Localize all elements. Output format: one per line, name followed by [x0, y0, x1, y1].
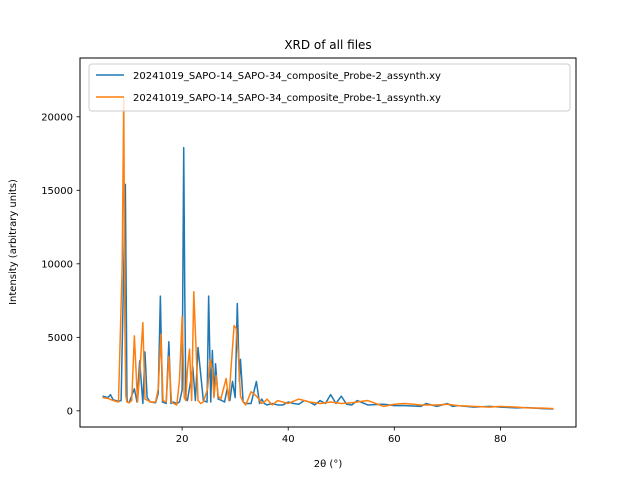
y-axis-label: Intensity (arbitrary units) [8, 179, 19, 305]
y-tick-label: 20000 [41, 112, 73, 123]
legend-box [88, 63, 571, 112]
legend-label-probe-1: 20241019_SAPO-14_SAPO-34_composite_Probe… [133, 93, 441, 104]
x-axis-ticks: 20 40 60 80 [176, 427, 507, 445]
x-axis-label: 2θ (°) [314, 459, 343, 470]
y-tick-label: 5000 [48, 333, 73, 344]
legend-label-probe-2: 20241019_SAPO-14_SAPO-34_composite_Probe… [133, 71, 441, 82]
plot-frame [79, 57, 577, 428]
y-tick-label: 0 [67, 406, 73, 417]
chart-title: XRD of all files [284, 38, 371, 52]
y-tick-label: 10000 [41, 259, 73, 270]
y-axis-ticks: 0 5000 10000 15000 20000 [41, 112, 80, 417]
x-tick-label: 40 [282, 434, 295, 445]
x-tick-label: 80 [494, 434, 507, 445]
x-tick-label: 20 [176, 434, 189, 445]
series-layer [102, 96, 554, 410]
legend: 20241019_SAPO-14_SAPO-34_composite_Probe… [88, 63, 571, 112]
x-tick-label: 60 [388, 434, 401, 445]
series-line-probe-1 [102, 96, 554, 410]
y-tick-label: 15000 [41, 186, 73, 197]
